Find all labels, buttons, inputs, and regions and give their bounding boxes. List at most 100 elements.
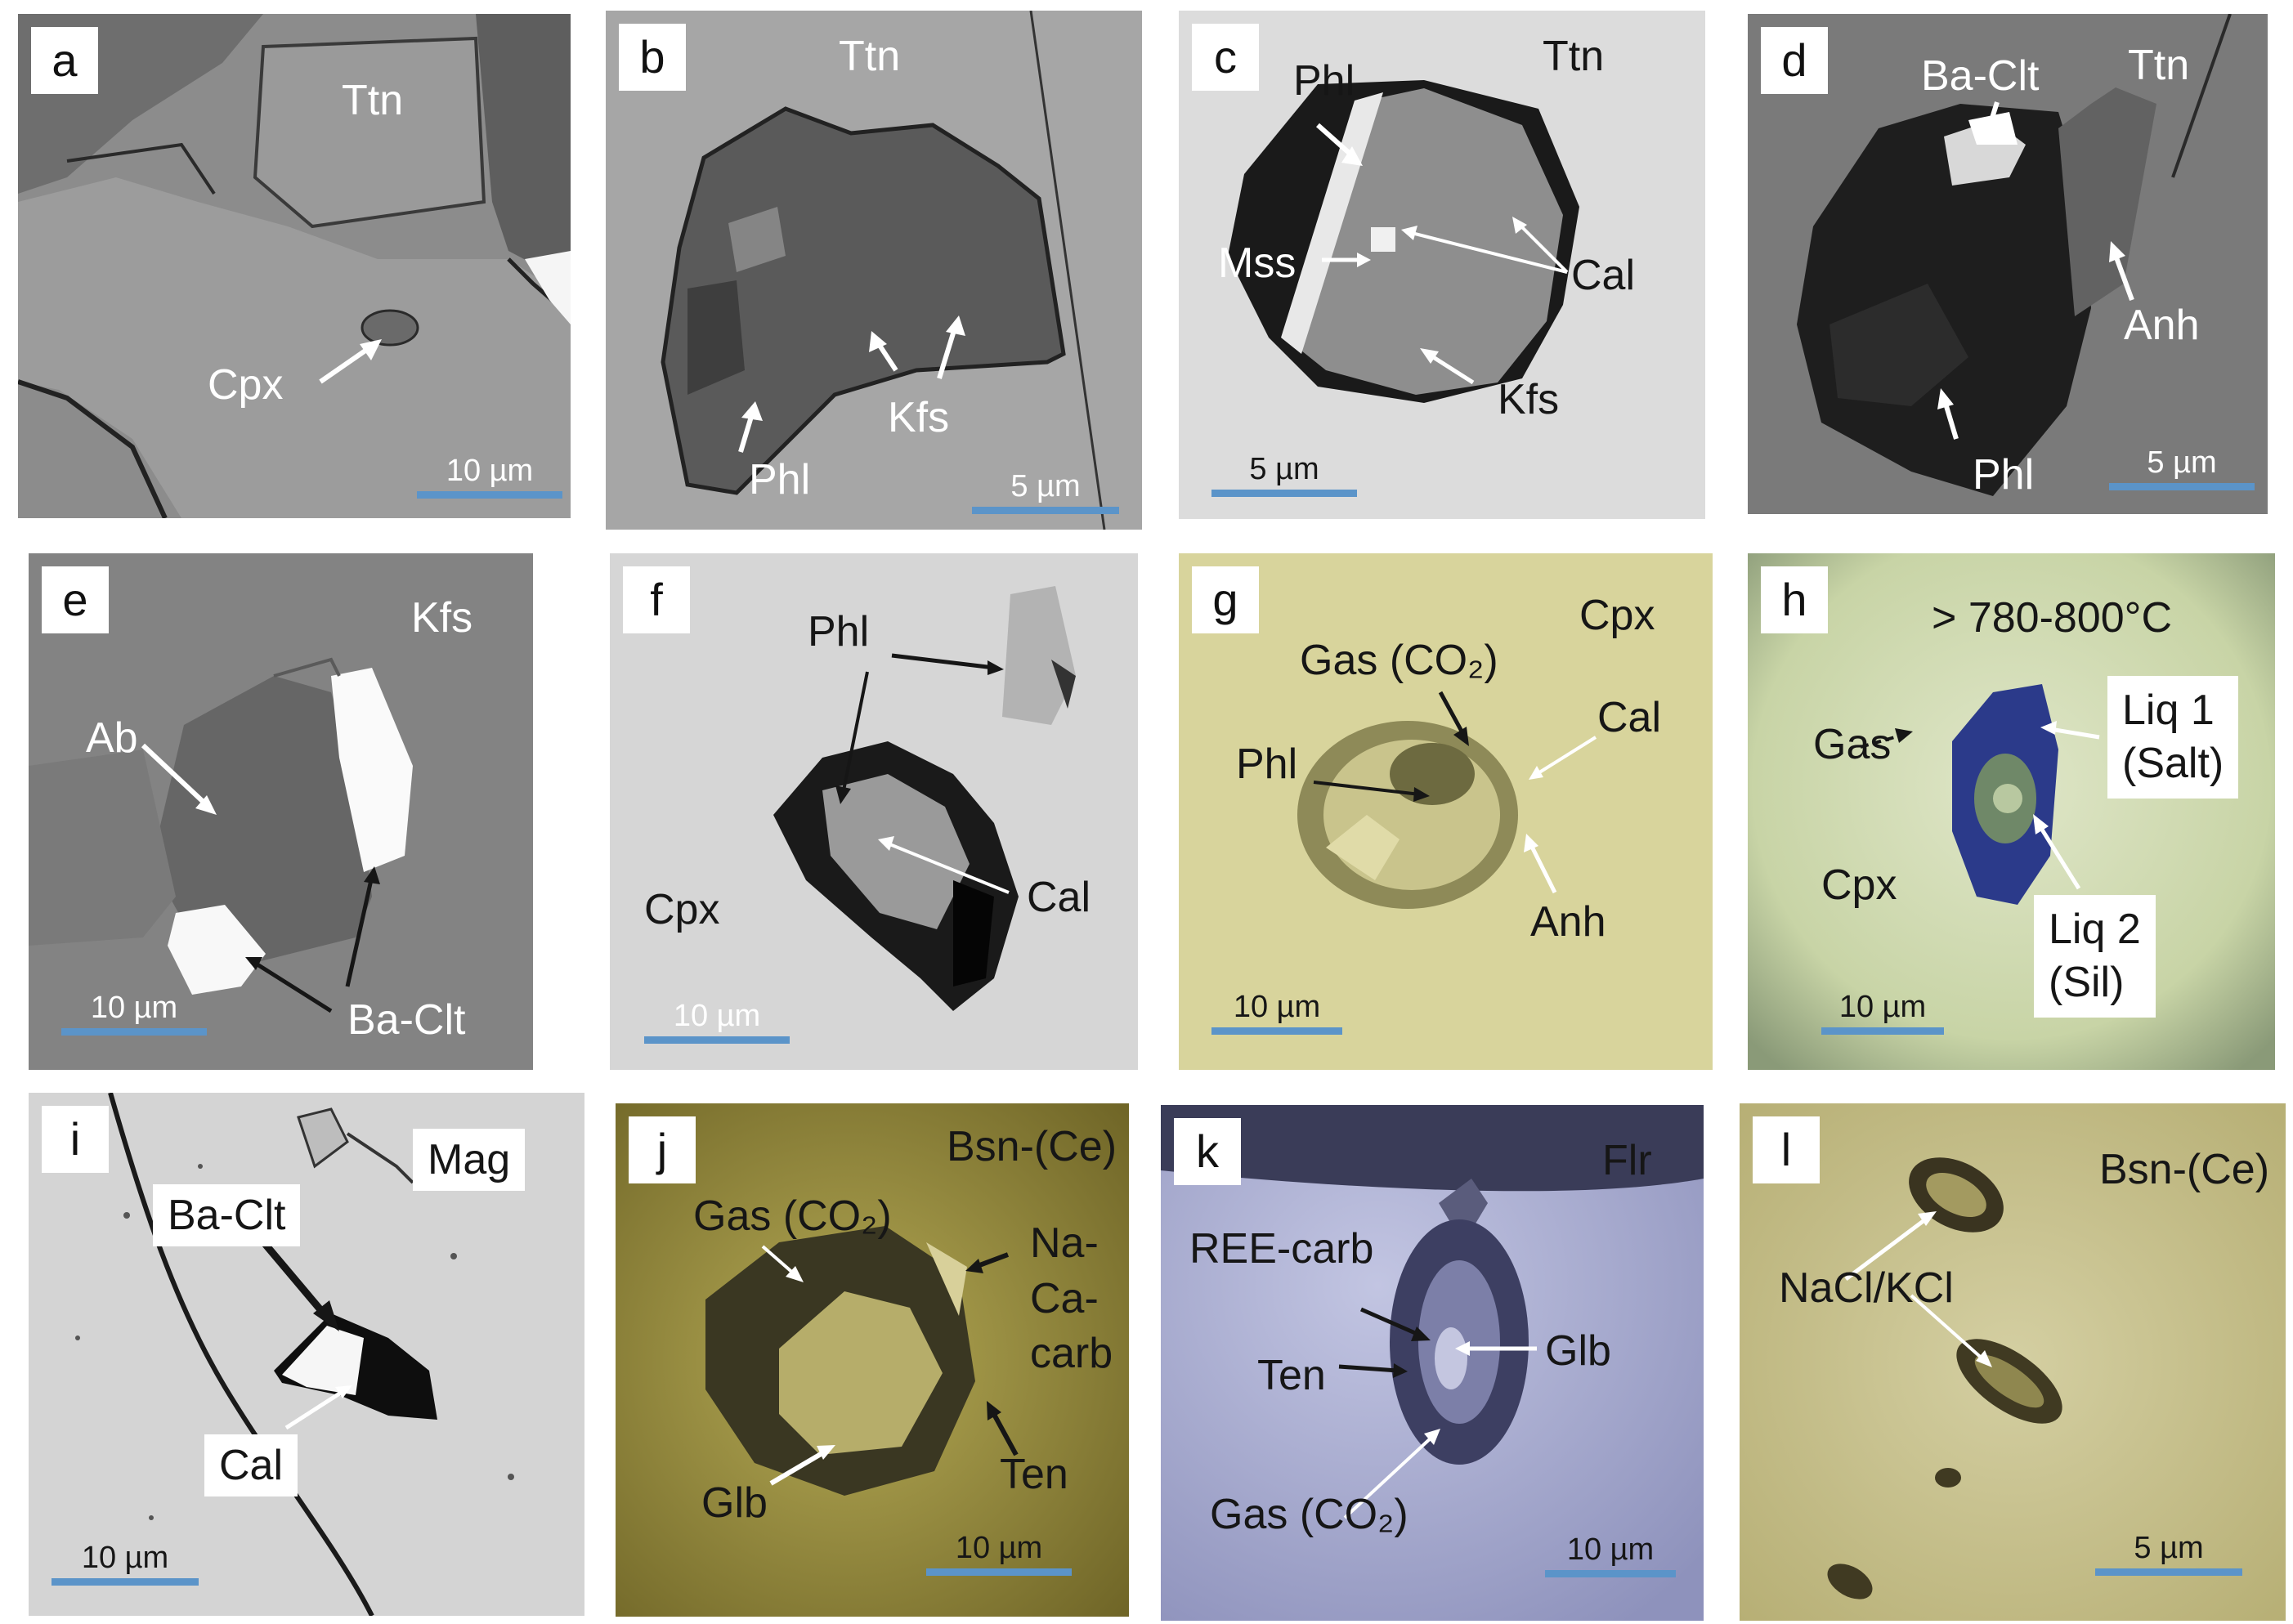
panel-letter: a: [31, 27, 98, 94]
baclt-label: Ba-Clt: [153, 1184, 301, 1246]
host-label: Cpx: [644, 886, 720, 933]
host-label: Ttn: [839, 33, 901, 80]
ten-label: Ten: [1000, 1451, 1068, 1498]
panel-f: f Phl Cal Cpx 10 µm: [610, 553, 1138, 1070]
scale-text: 5 µm: [2147, 445, 2217, 480]
host-label: Kfs: [411, 594, 473, 642]
scale-bar: 10 µm: [1211, 991, 1342, 1035]
anh-label: Anh: [1530, 898, 1606, 946]
panel-k: k Flr REE-carb Ten Glb Gas (CO₂) 10 µm: [1161, 1105, 1704, 1621]
na-ca-carb-line3: carb: [1030, 1330, 1113, 1377]
scale-text: 10 µm: [1233, 990, 1321, 1024]
ten-label: Ten: [1257, 1352, 1326, 1399]
baclt-label: Ba-Clt: [347, 996, 466, 1044]
panel-l-image: [1740, 1103, 2286, 1621]
panel-j-image: [616, 1103, 1129, 1617]
scale-bar: 10 µm: [926, 1532, 1072, 1576]
ab-label: Ab: [86, 714, 138, 762]
scale-bar: 10 µm: [61, 992, 207, 1036]
host-label: Bsn-(Ce): [947, 1123, 1117, 1170]
panel-letter: f: [623, 566, 690, 633]
panel-b-image: [606, 11, 1142, 530]
scale-bar: 10 µm: [1545, 1534, 1676, 1577]
panel-l: l Bsn-(Ce) NaCl/KCl 5 µm: [1740, 1103, 2286, 1621]
panel-letter: c: [1192, 24, 1259, 91]
host-label: Cpx: [1821, 861, 1897, 909]
scale-bar: 10 µm: [417, 455, 562, 499]
gas-label: Gas (CO₂): [693, 1192, 892, 1240]
phl-label: Phl: [749, 456, 811, 503]
panel-letter: e: [42, 566, 109, 633]
phl-label: Phl: [1293, 57, 1355, 105]
host-label: Ttn: [1543, 33, 1605, 80]
scale-bar: 10 µm: [644, 1000, 790, 1044]
na-ca-carb-line1: Na-: [1030, 1219, 1099, 1267]
anh-label: Anh: [2124, 302, 2200, 349]
panel-g-image: [1179, 553, 1713, 1070]
scale-bar: 5 µm: [2109, 447, 2255, 490]
panel-a: a Ttn Cpx 10 µm: [18, 14, 571, 518]
kfs-label: Kfs: [1498, 376, 1560, 423]
panel-h-image: [1748, 553, 2275, 1070]
panel-b: b Ttn Phl Kfs 5 µm: [606, 11, 1142, 530]
scale-text: 5 µm: [2134, 1531, 2204, 1565]
liq2-label-line1: Liq 2: [2049, 906, 2141, 953]
panel-a-image: [18, 14, 571, 518]
liq1-label: Liq 1 (Salt): [2107, 676, 2239, 799]
panel-letter: b: [619, 24, 686, 91]
baclt-label: Ba-Clt: [1921, 52, 2040, 100]
cal-label: Cal: [204, 1434, 298, 1496]
glb-label: Glb: [701, 1479, 768, 1527]
scale-text: 10 µm: [90, 991, 178, 1025]
scale-bar: 5 µm: [1211, 454, 1357, 497]
panel-d: d Ba-Clt Ttn Anh Phl 5 µm: [1748, 14, 2268, 514]
inclusion-label: Cpx: [208, 361, 284, 409]
panel-letter: i: [42, 1106, 109, 1173]
panel-j: j Bsn-(Ce) Gas (CO₂) Na- Ca- carb Glb Te…: [616, 1103, 1129, 1617]
panel-g: g Cpx Gas (CO₂) Cal Phl Anh 10 µm: [1179, 553, 1713, 1070]
scale-text: 10 µm: [673, 999, 761, 1033]
scale-text: 10 µm: [81, 1541, 169, 1575]
liq1-label-line2: (Salt): [2122, 740, 2224, 787]
panel-f-image: [610, 553, 1138, 1070]
temperature-label: > 780-800°C: [1932, 594, 2172, 642]
liq1-label-line1: Liq 1: [2122, 687, 2215, 734]
panel-i: i Mag Ba-Clt Cal 10 µm: [29, 1093, 584, 1616]
scale-text: 10 µm: [955, 1531, 1043, 1565]
panel-letter: h: [1761, 566, 1828, 633]
scale-text: 10 µm: [446, 454, 534, 488]
scale-text: 5 µm: [1249, 452, 1319, 486]
panel-letter: g: [1192, 566, 1259, 633]
panel-letter: j: [629, 1116, 696, 1183]
scale-text: 10 µm: [1838, 990, 1927, 1024]
scale-bar: 5 µm: [2095, 1532, 2242, 1576]
liq2-label: Liq 2 (Sil): [2034, 895, 2156, 1018]
scale-bar: 5 µm: [972, 471, 1119, 514]
cal-label: Cal: [1571, 252, 1636, 299]
panel-h: h > 780-800°C Gas Liq 1 (Salt) Cpx Liq 2…: [1748, 553, 2275, 1070]
panel-letter: d: [1761, 27, 1828, 94]
panel-e: e Kfs Ab Ba-Clt 10 µm: [29, 553, 533, 1070]
phl-label: Phl: [1973, 451, 2035, 499]
cal-label: Cal: [1597, 694, 1662, 741]
panel-k-image: [1161, 1105, 1704, 1621]
nacl-kcl-label: NaCl/KCl: [1779, 1264, 1954, 1312]
scale-text: 10 µm: [1566, 1532, 1655, 1567]
kfs-label: Kfs: [888, 394, 950, 441]
scale-text: 5 µm: [1010, 469, 1081, 503]
host-label: Mag: [413, 1129, 526, 1191]
scale-bar: 10 µm: [1821, 991, 1944, 1035]
host-label: Ttn: [2128, 42, 2190, 89]
panel-letter: k: [1174, 1118, 1241, 1185]
gas-label: Gas (CO₂): [1300, 637, 1498, 684]
ree-carb-label: REE-carb: [1189, 1225, 1374, 1273]
na-ca-carb-line2: Ca-: [1030, 1275, 1099, 1322]
cal-label: Cal: [1027, 874, 1091, 921]
panel-letter: l: [1753, 1116, 1820, 1183]
panel-d-image: [1748, 14, 2268, 514]
gas-label: Gas (CO₂): [1210, 1491, 1408, 1538]
liq2-label-line2: (Sil): [2049, 959, 2125, 1006]
glb-label: Glb: [1545, 1327, 1611, 1375]
gas-label: Gas: [1813, 721, 1892, 768]
mss-label: Mss: [1218, 239, 1297, 287]
